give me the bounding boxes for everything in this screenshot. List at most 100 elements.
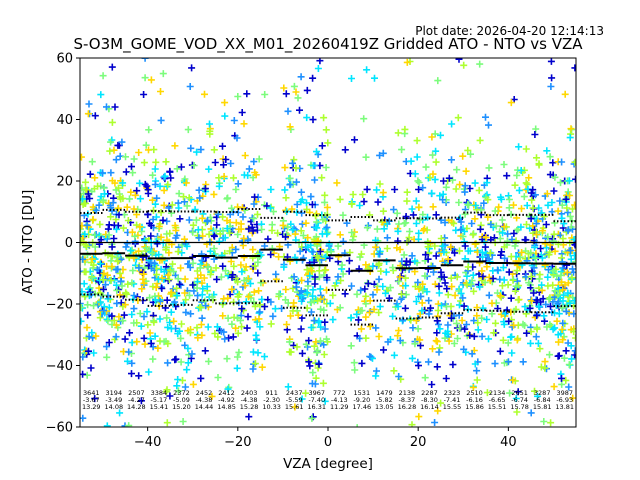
data-point <box>565 361 573 369</box>
data-point <box>307 193 315 201</box>
data-point <box>204 323 212 331</box>
data-point <box>140 334 148 342</box>
data-point <box>297 73 305 81</box>
data-point <box>325 240 333 248</box>
data-point <box>129 267 137 275</box>
data-point <box>571 347 576 355</box>
data-point <box>177 163 185 171</box>
data-point <box>261 303 269 311</box>
data-point <box>500 243 508 251</box>
data-point <box>413 153 421 161</box>
data-point <box>97 91 105 99</box>
data-point <box>409 324 417 332</box>
data-point <box>193 324 201 332</box>
data-point <box>303 86 311 94</box>
data-point <box>149 216 157 223</box>
bin-std-label: 13.05 <box>375 403 394 411</box>
data-point <box>412 197 420 205</box>
data-point <box>312 233 320 241</box>
bin-mean-label: -6.84 <box>534 396 551 404</box>
data-point <box>189 221 197 229</box>
data-point <box>568 274 576 282</box>
data-point <box>261 353 268 361</box>
data-point <box>532 333 540 341</box>
data-point <box>395 277 403 285</box>
bin-mean-label: -4.27 <box>128 396 145 404</box>
data-point <box>327 248 335 256</box>
data-point <box>166 392 174 400</box>
data-point <box>245 413 253 421</box>
data-point <box>480 199 488 207</box>
data-point <box>478 267 486 275</box>
data-point <box>323 203 331 211</box>
bin-std-label: 13.29 <box>82 403 101 411</box>
data-point <box>415 179 423 186</box>
data-point <box>151 165 159 173</box>
data-point <box>518 249 526 256</box>
data-point <box>207 270 214 278</box>
data-point <box>293 178 300 186</box>
data-point <box>203 218 211 225</box>
data-point <box>141 340 149 348</box>
data-point <box>110 146 118 154</box>
data-point <box>453 319 461 327</box>
data-point <box>551 324 559 332</box>
data-point <box>162 246 170 254</box>
data-point <box>313 148 320 156</box>
data-point <box>298 220 306 228</box>
data-point <box>355 316 362 324</box>
data-point <box>571 252 576 259</box>
data-point <box>543 147 551 155</box>
data-point <box>256 323 264 331</box>
data-point <box>307 308 315 316</box>
data-point <box>496 235 504 243</box>
data-point <box>281 186 289 194</box>
data-point <box>549 325 557 333</box>
data-point <box>230 174 237 182</box>
data-point <box>206 247 214 255</box>
data-point <box>473 367 481 375</box>
data-point <box>213 221 221 229</box>
data-point <box>219 213 227 221</box>
data-point <box>569 265 576 273</box>
data-point <box>228 285 236 293</box>
data-point <box>234 93 242 100</box>
data-point <box>564 227 572 235</box>
bin-std-label: 15.61 <box>285 403 304 411</box>
data-point <box>310 317 318 325</box>
data-point <box>485 291 493 299</box>
data-point <box>341 146 349 154</box>
data-point <box>384 338 392 346</box>
data-point <box>197 146 205 154</box>
data-point <box>302 238 309 246</box>
data-point <box>177 334 185 342</box>
data-point <box>164 340 172 348</box>
y-axis-ticks: −60 −40 −20 0 20 40 60 <box>46 52 80 436</box>
data-point <box>291 230 299 238</box>
data-point <box>537 363 545 371</box>
data-point <box>310 342 318 350</box>
data-point <box>135 264 143 272</box>
data-point <box>513 408 521 416</box>
data-point <box>518 205 525 213</box>
data-point <box>394 332 402 340</box>
data-point <box>483 263 491 271</box>
data-point <box>559 235 567 243</box>
data-point <box>315 360 323 368</box>
data-point <box>416 336 424 344</box>
data-point <box>543 244 550 252</box>
data-point <box>129 169 137 177</box>
data-point <box>385 294 393 302</box>
data-point <box>522 179 530 187</box>
data-point <box>220 328 228 336</box>
data-point <box>83 324 91 332</box>
data-point <box>567 255 575 263</box>
data-point <box>442 183 450 191</box>
data-point <box>221 99 229 107</box>
data-point <box>198 331 206 339</box>
data-point <box>222 156 230 163</box>
y-tick-label: −60 <box>46 421 73 436</box>
bin-mean-label: -4.13 <box>331 396 348 404</box>
data-point <box>357 325 365 333</box>
data-point <box>254 210 261 218</box>
